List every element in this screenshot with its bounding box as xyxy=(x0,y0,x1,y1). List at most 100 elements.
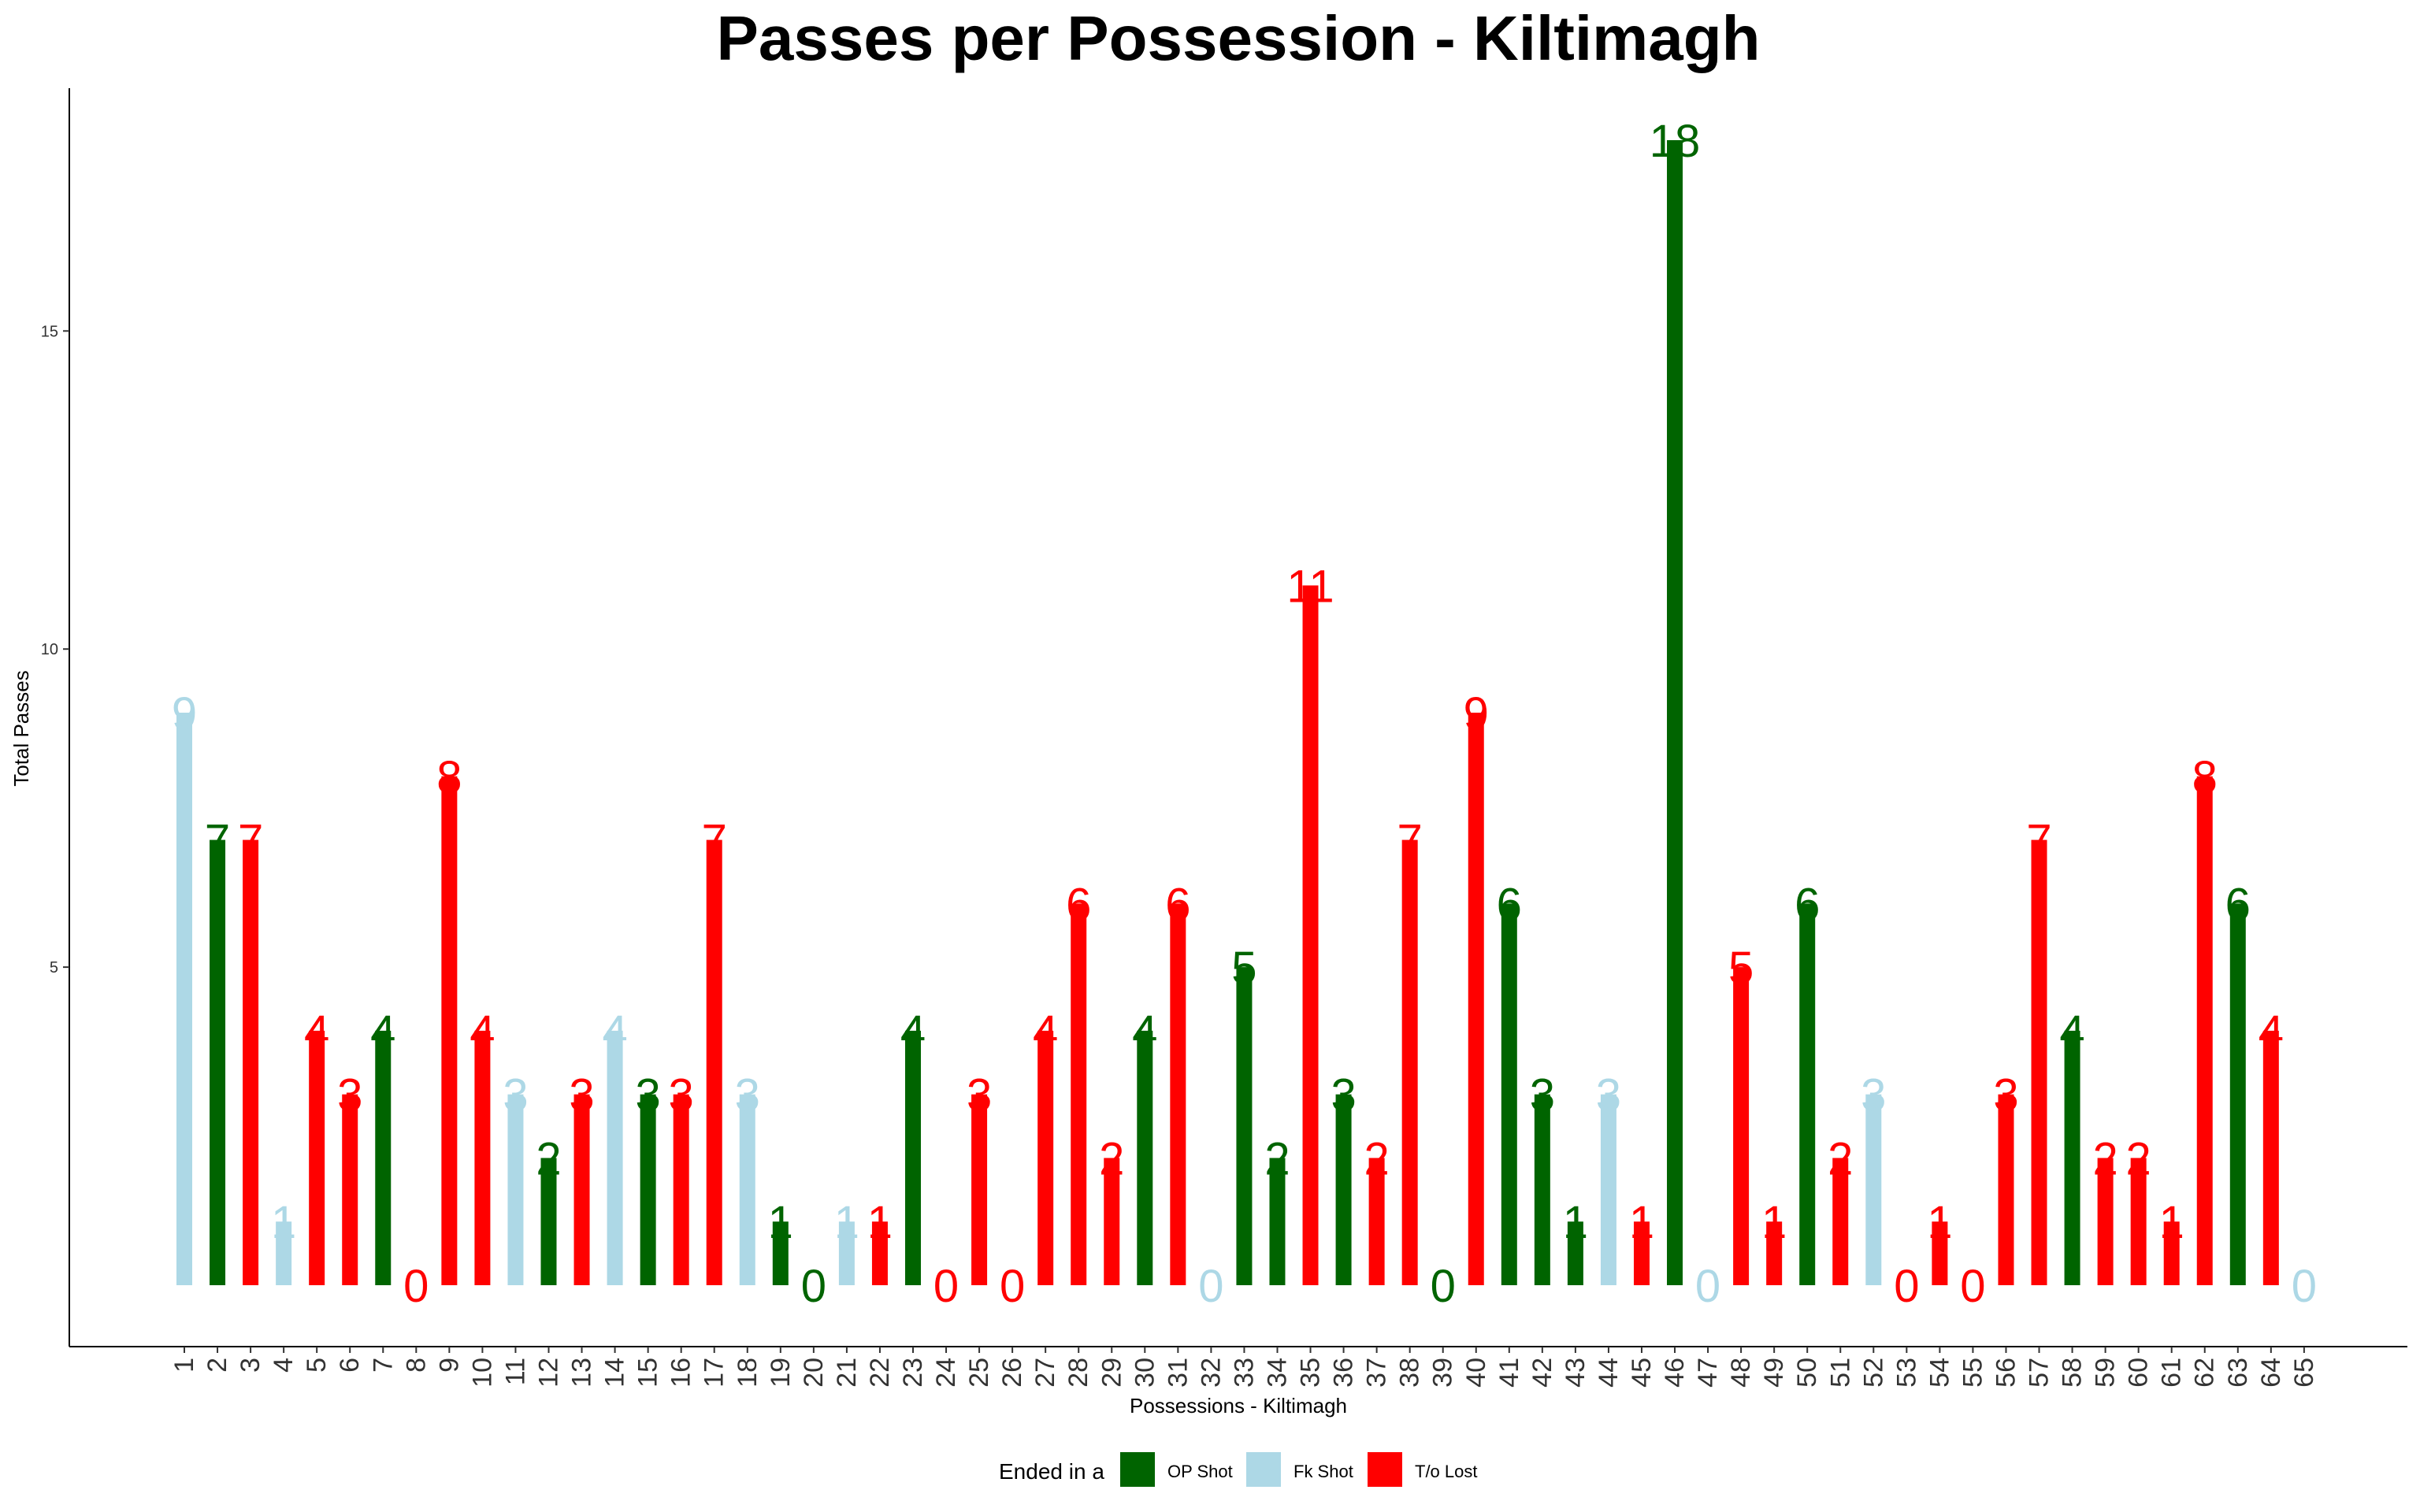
bar-37 xyxy=(1368,1158,1385,1285)
x-tick-label-35: 35 xyxy=(1296,1358,1326,1388)
data-label-9: 8 xyxy=(436,752,462,803)
data-label-27: 4 xyxy=(1033,1006,1058,1058)
data-label-8: 0 xyxy=(403,1261,429,1312)
data-label-24: 0 xyxy=(933,1261,959,1312)
data-label-13: 3 xyxy=(569,1070,594,1121)
x-tick-label-49: 49 xyxy=(1759,1358,1789,1388)
data-label-2: 7 xyxy=(205,816,230,867)
chart-title: Passes per Possession - Kiltimagh xyxy=(717,3,1761,73)
x-tick-label-34: 34 xyxy=(1262,1358,1292,1388)
bar-12 xyxy=(540,1158,557,1285)
x-tick-label-16: 16 xyxy=(666,1358,696,1388)
data-label-36: 3 xyxy=(1331,1070,1356,1121)
bar-10 xyxy=(474,1030,491,1285)
x-tick-label-42: 42 xyxy=(1527,1358,1557,1388)
bar-59 xyxy=(2097,1158,2114,1285)
data-label-15: 3 xyxy=(635,1070,660,1121)
data-label-4: 1 xyxy=(271,1197,296,1248)
x-tick-label-51: 51 xyxy=(1825,1358,1855,1388)
legend-swatch-op xyxy=(1120,1452,1155,1487)
data-label-42: 3 xyxy=(1530,1070,1555,1121)
data-label-56: 3 xyxy=(1993,1070,2018,1121)
x-tick-label-45: 45 xyxy=(1627,1358,1657,1388)
x-tick-label-20: 20 xyxy=(799,1358,829,1388)
data-label-48: 5 xyxy=(1728,943,1754,994)
bar-9 xyxy=(441,776,458,1285)
data-label-7: 4 xyxy=(370,1006,395,1058)
x-tick-label-37: 37 xyxy=(1362,1358,1392,1388)
bar-7 xyxy=(375,1030,392,1285)
bar-11 xyxy=(507,1094,524,1285)
x-tick-label-21: 21 xyxy=(832,1358,862,1388)
data-label-32: 0 xyxy=(1198,1261,1223,1312)
x-tick-label-38: 38 xyxy=(1395,1358,1425,1388)
bar-43 xyxy=(1567,1221,1583,1285)
data-label-57: 7 xyxy=(2026,816,2051,867)
x-tick-label-48: 48 xyxy=(1726,1358,1756,1388)
data-label-51: 2 xyxy=(1828,1133,1853,1184)
x-tick-label-24: 24 xyxy=(931,1358,961,1388)
x-tick-label-61: 61 xyxy=(2157,1358,2187,1388)
data-label-37: 2 xyxy=(1364,1133,1389,1184)
x-tick-label-13: 13 xyxy=(567,1358,597,1388)
bar-30 xyxy=(1137,1030,1153,1285)
bar-25 xyxy=(971,1094,988,1285)
x-tick-label-1: 1 xyxy=(169,1358,199,1373)
data-label-11: 3 xyxy=(503,1070,528,1121)
data-label-64: 4 xyxy=(2259,1006,2284,1058)
x-tick-label-12: 12 xyxy=(533,1358,563,1388)
bar-29 xyxy=(1104,1158,1120,1285)
bar-6 xyxy=(342,1094,358,1285)
bar-13 xyxy=(573,1094,590,1285)
x-tick-label-46: 46 xyxy=(1660,1358,1690,1388)
data-label-18: 3 xyxy=(735,1070,760,1121)
bar-61 xyxy=(2163,1221,2180,1285)
bar-28 xyxy=(1071,903,1087,1285)
data-label-10: 4 xyxy=(470,1006,495,1058)
x-tick-label-44: 44 xyxy=(1594,1358,1624,1388)
data-label-45: 1 xyxy=(1629,1197,1654,1248)
bar-49 xyxy=(1766,1221,1783,1285)
x-axis-ticks: 1 2 3 4 5 6 7 8 9 10 11 12 13 14 15 16 17 18 19 20 21 22 23 24 2… xyxy=(169,1347,2319,1388)
x-tick-label-33: 33 xyxy=(1229,1358,1259,1388)
data-label-40: 9 xyxy=(1464,688,1489,739)
x-tick-label-22: 22 xyxy=(865,1358,895,1388)
data-label-28: 6 xyxy=(1066,879,1091,930)
bar-51 xyxy=(1832,1158,1849,1285)
y-tick-label-10: 10 xyxy=(41,641,58,658)
x-tick-label-52: 52 xyxy=(1858,1358,1888,1388)
data-label-3: 7 xyxy=(238,816,263,867)
data-label-52: 3 xyxy=(1861,1070,1886,1121)
x-tick-label-62: 62 xyxy=(2190,1358,2220,1388)
data-label-49: 1 xyxy=(1761,1197,1787,1248)
x-tick-label-19: 19 xyxy=(766,1358,796,1388)
x-tick-label-40: 40 xyxy=(1461,1358,1491,1388)
x-tick-label-32: 32 xyxy=(1196,1358,1226,1388)
data-label-46: 18 xyxy=(1650,116,1701,167)
bar-46 xyxy=(1667,139,1683,1286)
x-tick-label-59: 59 xyxy=(2091,1358,2121,1388)
bar-64 xyxy=(2262,1030,2279,1285)
bar-21 xyxy=(838,1221,855,1285)
x-tick-label-15: 15 xyxy=(633,1358,663,1388)
data-label-14: 4 xyxy=(602,1006,627,1058)
x-tick-label-3: 3 xyxy=(236,1358,265,1373)
x-tick-label-57: 57 xyxy=(2025,1358,2054,1388)
x-tick-label-43: 43 xyxy=(1561,1358,1590,1388)
x-tick-label-63: 63 xyxy=(2223,1358,2253,1388)
data-label-16: 3 xyxy=(669,1070,694,1121)
x-tick-label-9: 9 xyxy=(434,1358,464,1373)
data-label-43: 1 xyxy=(1563,1197,1588,1248)
bar-58 xyxy=(2064,1030,2080,1285)
data-label-63: 6 xyxy=(2225,879,2251,930)
bar-36 xyxy=(1335,1094,1352,1285)
bars-group xyxy=(176,139,2279,1286)
x-tick-label-41: 41 xyxy=(1494,1358,1524,1388)
data-label-1: 9 xyxy=(172,688,197,739)
data-label-47: 0 xyxy=(1695,1261,1720,1312)
data-label-34: 2 xyxy=(1264,1133,1290,1184)
bar-31 xyxy=(1170,903,1186,1285)
data-label-62: 8 xyxy=(2192,752,2218,803)
bar-5 xyxy=(309,1030,325,1285)
